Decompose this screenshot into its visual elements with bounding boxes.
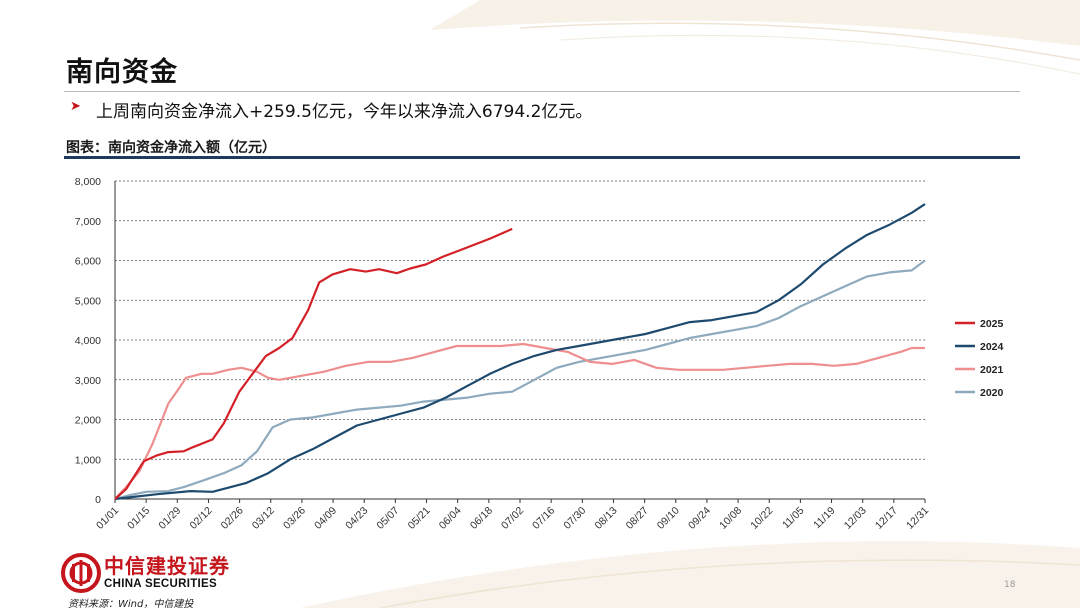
x-tick-label: 01/15 <box>125 505 152 532</box>
x-tick-label: 12/03 <box>842 505 869 532</box>
citic-logo-icon <box>61 553 101 593</box>
y-tick-label: 4,000 <box>75 335 101 347</box>
x-tick-label: 04/09 <box>312 505 339 532</box>
x-tick-label: 02/26 <box>219 505 246 532</box>
legend-label-2020: 2020 <box>980 387 1004 399</box>
chart-caption-divider <box>64 156 1020 159</box>
x-tick-label: 12/17 <box>873 505 900 532</box>
x-tick-label: 08/27 <box>624 505 651 532</box>
x-tick-label: 05/21 <box>406 505 433 532</box>
x-tick-label: 12/31 <box>904 505 931 532</box>
x-tick-label: 06/18 <box>468 505 495 532</box>
x-tick-label: 09/24 <box>686 505 713 532</box>
legend-label-2024: 2024 <box>980 341 1004 353</box>
x-tick-label: 11/19 <box>811 505 838 532</box>
bullet-arrow-icon: ➤ <box>70 99 81 114</box>
y-tick-label: 5,000 <box>75 295 101 307</box>
bullet-text: 上周南向资金净流入+259.5亿元，今年以来净流入6794.2亿元。 <box>96 102 593 122</box>
page-title: 南向资金 <box>66 57 178 88</box>
y-tick-label: 1,000 <box>75 454 101 466</box>
x-tick-label: 10/22 <box>748 505 775 532</box>
y-tick-label: 2,000 <box>75 415 101 427</box>
y-tick-label: 8,000 <box>75 176 101 188</box>
x-tick-label: 06/04 <box>437 505 464 532</box>
legend-label-2021: 2021 <box>980 364 1004 376</box>
y-tick-label: 6,000 <box>75 256 101 268</box>
logo-chinese-name: 中信建投证券 <box>104 554 230 578</box>
legend-label-2025: 2025 <box>980 318 1004 330</box>
y-tick-label: 7,000 <box>75 216 101 228</box>
x-tick-label: 04/23 <box>343 505 370 532</box>
page-number: 18 <box>1004 580 1016 590</box>
x-tick-label: 10/08 <box>717 505 744 532</box>
chart-caption: 图表：南向资金净流入额（亿元） <box>66 140 276 156</box>
x-tick-label: 11/05 <box>780 505 807 532</box>
series-line-2025 <box>114 227 513 500</box>
x-tick-label: 07/30 <box>561 505 588 532</box>
y-tick-label: 0 <box>95 494 101 506</box>
series-line-2021 <box>114 342 925 500</box>
series-line-2020 <box>114 259 926 501</box>
source-note: 资料来源：Wind，中信建投 <box>68 599 194 610</box>
series-line-2024 <box>114 203 926 501</box>
logo-english-name: CHINA SECURITIES <box>104 578 217 590</box>
x-tick-label: 02/12 <box>188 505 215 532</box>
x-tick-label: 09/10 <box>655 505 682 532</box>
x-tick-label: 01/29 <box>156 505 183 532</box>
x-tick-label: 03/26 <box>281 505 308 532</box>
x-tick-label: 03/12 <box>250 505 277 532</box>
x-tick-label: 08/13 <box>593 505 620 532</box>
x-tick-label: 07/16 <box>530 505 557 532</box>
title-divider <box>64 91 1020 92</box>
x-tick-label: 05/07 <box>374 505 401 532</box>
x-tick-label: 07/02 <box>499 505 526 532</box>
y-tick-label: 3,000 <box>75 375 101 387</box>
x-tick-label: 01/01 <box>94 505 121 532</box>
